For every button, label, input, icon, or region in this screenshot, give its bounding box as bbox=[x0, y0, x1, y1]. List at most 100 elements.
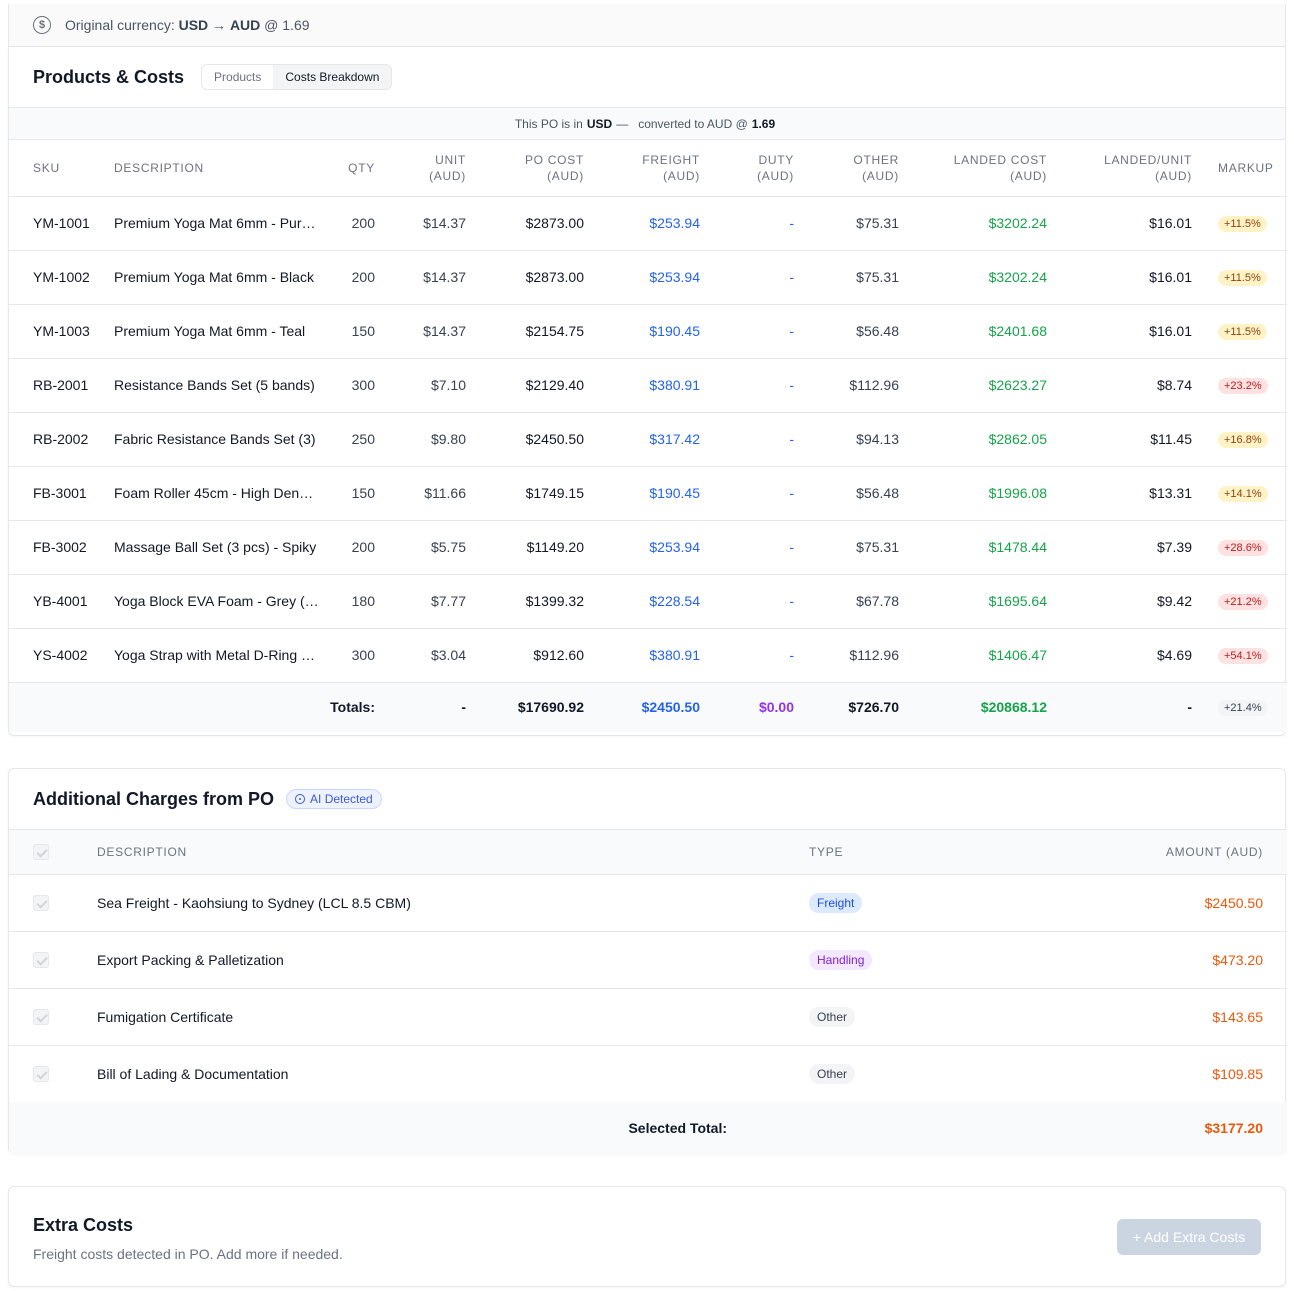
charges-card-title: Additional Charges from PO bbox=[33, 788, 275, 809]
cell-qty: 200 bbox=[319, 249, 375, 304]
charge-row[interactable]: Fumigation Certificate Other $143.65 bbox=[9, 987, 1287, 1045]
cell-sku: RB-2002 bbox=[9, 411, 114, 466]
charge-checkbox[interactable] bbox=[33, 1008, 49, 1025]
charge-select-cell[interactable] bbox=[9, 987, 97, 1045]
totals-markup: +21.4% bbox=[1192, 681, 1287, 732]
cell-other: $75.31 bbox=[794, 519, 899, 574]
currency-to: AUD bbox=[229, 17, 261, 33]
col-po-cost[interactable]: PO COST (AUD) bbox=[466, 140, 584, 196]
charge-checkbox[interactable] bbox=[33, 894, 49, 911]
cell-duty: - bbox=[700, 303, 794, 358]
col-freight[interactable]: FREIGHT (AUD) bbox=[584, 140, 700, 196]
cell-qty: 150 bbox=[319, 465, 375, 520]
charge-row[interactable]: Bill of Lading & Documentation Other $109.… bbox=[9, 1044, 1287, 1102]
view-toggle: Products Costs Breakdown bbox=[201, 64, 393, 90]
charges-card-header: Additional Charges from PO AI Detected bbox=[9, 769, 1285, 830]
table-row[interactable]: YB-4001 Yoga Block EVA Foam - Grey (Pair)… bbox=[9, 573, 1287, 628]
add-extra-costs-button[interactable]: + Add Extra Costs bbox=[1117, 1219, 1261, 1255]
table-row[interactable]: YM-1001 Premium Yoga Mat 6mm - Purple 200 $… bbox=[9, 195, 1287, 250]
col-duty[interactable]: DUTY (AUD) bbox=[700, 140, 794, 196]
col-landed-unit[interactable]: LANDED/UNIT (AUD) bbox=[1047, 140, 1192, 196]
cell-unit: $14.37 bbox=[375, 303, 466, 358]
col-select-all[interactable] bbox=[9, 830, 97, 874]
cell-description: Premium Yoga Mat 6mm - Purple bbox=[114, 195, 319, 250]
charge-select-cell[interactable] bbox=[9, 873, 97, 931]
charge-row[interactable]: Sea Freight - Kaohsiung to Sydney (LCL 8… bbox=[9, 873, 1287, 931]
col-freight-currency: (AUD) bbox=[663, 168, 700, 183]
cell-duty: - bbox=[700, 249, 794, 304]
cell-other: $112.96 bbox=[794, 357, 899, 412]
products-table: SKU DESCRIPTION QTY UNIT (AUD) PO COST (AU… bbox=[9, 140, 1287, 732]
cell-duty: - bbox=[700, 627, 794, 682]
tab-products[interactable]: Products bbox=[214, 70, 262, 84]
cell-qty: 200 bbox=[319, 519, 375, 574]
cell-duty: - bbox=[700, 519, 794, 574]
col-other[interactable]: OTHER (AUD) bbox=[794, 140, 899, 196]
totals-duty: $0.00 bbox=[700, 681, 794, 732]
charge-description: Fumigation Certificate bbox=[97, 987, 809, 1045]
table-row[interactable]: YM-1002 Premium Yoga Mat 6mm - Black 200 $1… bbox=[9, 249, 1287, 304]
table-row[interactable]: FB-3002 Massage Ball Set (3 pcs) - Spiky 2… bbox=[9, 519, 1287, 574]
col-landed-cost[interactable]: LANDED COST (AUD) bbox=[899, 140, 1047, 196]
table-row[interactable]: FB-3001 Foam Roller 45cm - High Density 15… bbox=[9, 465, 1287, 520]
select-all-checkbox[interactable] bbox=[33, 843, 49, 860]
charge-row[interactable]: Export Packing & Palletization Handling $4… bbox=[9, 930, 1287, 988]
cell-description: Premium Yoga Mat 6mm - Teal bbox=[114, 303, 319, 358]
cell-duty: - bbox=[700, 357, 794, 412]
totals-landed: $20868.12 bbox=[899, 681, 1047, 732]
cell-landed: $1996.08 bbox=[899, 465, 1047, 520]
conversion-note: This PO is in USD — converted to AUD @ 1… bbox=[9, 108, 1285, 140]
col-sku[interactable]: SKU bbox=[33, 160, 60, 175]
charge-type-cell: Other bbox=[809, 987, 1009, 1045]
col-markup[interactable]: MARKUP bbox=[1218, 160, 1274, 175]
charge-checkbox[interactable] bbox=[33, 951, 49, 968]
cell-po-cost: $1399.32 bbox=[466, 573, 584, 628]
charge-checkbox[interactable] bbox=[33, 1065, 49, 1082]
cell-other: $56.48 bbox=[794, 303, 899, 358]
cell-duty: - bbox=[700, 195, 794, 250]
cell-description: Fabric Resistance Bands Set (3) bbox=[114, 411, 319, 466]
cell-qty: 300 bbox=[319, 357, 375, 412]
table-row[interactable]: RB-2002 Fabric Resistance Bands Set (3) 25… bbox=[9, 411, 1287, 466]
cell-po-cost: $912.60 bbox=[466, 627, 584, 682]
cell-unit: $7.77 bbox=[375, 573, 466, 628]
cell-freight: $253.94 bbox=[584, 519, 700, 574]
cell-markup: +11.5% bbox=[1192, 249, 1287, 304]
markup-badge: +11.5% bbox=[1218, 270, 1267, 286]
cell-description: Foam Roller 45cm - High Density bbox=[114, 465, 319, 520]
col-description[interactable]: DESCRIPTION bbox=[114, 160, 204, 175]
dollar-circle-icon: $ bbox=[33, 16, 51, 34]
col-freight-label: FREIGHT bbox=[642, 152, 700, 167]
table-row[interactable]: RB-2001 Resistance Bands Set (5 bands) 300… bbox=[9, 357, 1287, 412]
col-charge-amount: AMOUNT (AUD) bbox=[1009, 830, 1287, 874]
charge-select-cell[interactable] bbox=[9, 1044, 97, 1102]
markup-badge: +54.1% bbox=[1218, 648, 1268, 664]
cell-landed-unit: $8.74 bbox=[1047, 357, 1192, 412]
cell-qty: 180 bbox=[319, 573, 375, 628]
table-row[interactable]: YS-4002 Yoga Strap with Metal D-Ring 2.5m… bbox=[9, 627, 1287, 682]
charge-type-badge: Freight bbox=[809, 892, 863, 913]
cell-landed-unit: $11.45 bbox=[1047, 411, 1192, 466]
cell-sku: YM-1002 bbox=[9, 249, 114, 304]
totals-label: Totals: bbox=[114, 681, 375, 732]
col-unit[interactable]: UNIT (AUD) bbox=[375, 140, 466, 196]
charge-amount: $143.65 bbox=[1009, 987, 1287, 1045]
cell-duty: - bbox=[700, 411, 794, 466]
cell-description: Massage Ball Set (3 pcs) - Spiky bbox=[114, 519, 319, 574]
cell-unit: $9.80 bbox=[375, 411, 466, 466]
charge-select-cell[interactable] bbox=[9, 930, 97, 988]
cell-freight: $253.94 bbox=[584, 195, 700, 250]
cell-landed: $3202.24 bbox=[899, 195, 1047, 250]
col-other-currency: (AUD) bbox=[862, 168, 899, 183]
cell-other: $75.31 bbox=[794, 249, 899, 304]
col-qty[interactable]: QTY bbox=[348, 160, 375, 175]
cell-freight: $317.42 bbox=[584, 411, 700, 466]
products-table-header: SKU DESCRIPTION QTY UNIT (AUD) PO COST (AU… bbox=[9, 140, 1287, 196]
col-landed-label: LANDED COST bbox=[953, 152, 1047, 167]
ai-info-icon bbox=[295, 794, 306, 804]
cell-landed: $2623.27 bbox=[899, 357, 1047, 412]
totals-unit: - bbox=[375, 681, 466, 732]
cell-description: Yoga Block EVA Foam - Grey (Pair) bbox=[114, 573, 319, 628]
table-row[interactable]: YM-1003 Premium Yoga Mat 6mm - Teal 150 $14… bbox=[9, 303, 1287, 358]
tab-costs-breakdown[interactable]: Costs Breakdown bbox=[273, 65, 392, 89]
